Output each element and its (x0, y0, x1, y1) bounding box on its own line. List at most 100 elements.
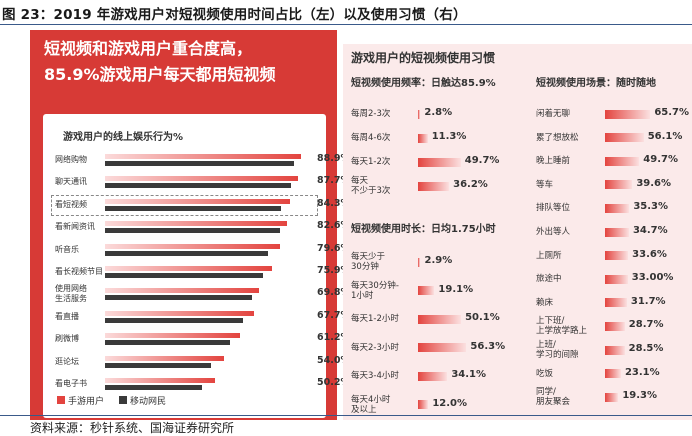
category-label: 每天3-4小时 (351, 371, 399, 381)
value-bar (418, 286, 435, 295)
value-bar (418, 109, 421, 119)
data-label: 75.9% (317, 265, 350, 276)
category-label: 使用网络 生活服务 (55, 284, 87, 304)
right-panel-title: 游戏用户的短视频使用习惯 (351, 51, 496, 65)
category-label: 看新闻资讯 (55, 222, 95, 232)
category-label: 每天1-2小时 (351, 314, 399, 324)
category-label: 吃饭 (536, 368, 554, 379)
bar-mobile-game-user (105, 310, 254, 316)
data-label: 49.7% (643, 154, 678, 166)
left-headline: 短视频和游戏用户重合度高， 85.9%游戏用户每天都用短视频 (44, 36, 276, 88)
value-bar (605, 274, 628, 284)
category-label: 等车 (536, 179, 554, 190)
data-label: 67.7% (317, 309, 350, 321)
category-label: 看长视频节目 (55, 267, 103, 276)
data-label: 88.9% (317, 153, 350, 164)
source-note: 资料来源：秒针系统、国海证券研究所 (30, 421, 235, 435)
data-label: 65.7% (654, 107, 690, 118)
data-label: 19.1% (438, 283, 474, 295)
category-label: 每天30分钟- 1小时 (351, 280, 399, 301)
duration-section-title: 短视频使用时长：日均1.75小时 (351, 224, 496, 235)
bar-mobile-netizen (105, 161, 295, 166)
left-panel: 短视频和游戏用户重合度高， 85.9%游戏用户每天都用短视频 游戏用户的线上娱乐… (30, 30, 350, 420)
value-bar (418, 133, 428, 143)
data-label: 23.1% (624, 366, 660, 378)
category-label: 看电子书 (55, 379, 87, 388)
value-bar (605, 369, 621, 379)
data-label: 49.7% (464, 155, 500, 166)
freq-section-title: 短视频使用频率：日触达85.9% (351, 78, 496, 89)
bar-mobile-game-user (105, 176, 298, 182)
source-rule (0, 415, 692, 416)
legend-swatch-mobile (119, 396, 127, 404)
bar-mobile-netizen (105, 205, 281, 211)
bar-mobile-netizen (105, 273, 264, 278)
value-bar (418, 257, 421, 267)
category-label: 累了想放松 (536, 132, 579, 143)
category-label: 网络购物 (55, 155, 87, 164)
value-bar (605, 392, 619, 402)
data-label: 35.3% (633, 201, 669, 213)
data-label: 33.00% (631, 272, 674, 284)
data-label: 36.2% (453, 179, 488, 190)
scene-section-title: 短视频使用场景：随时随地 (536, 78, 656, 89)
data-label: 39.6% (636, 177, 672, 189)
bar-mobile-netizen (105, 183, 291, 189)
data-label: 19.3% (622, 390, 658, 402)
value-bar (605, 345, 625, 355)
category-label: 排队等位 (536, 203, 571, 214)
bar-mobile-game-user (105, 198, 291, 204)
value-bar (418, 371, 448, 381)
right-panel: 游戏用户的短视频使用习惯 短视频使用频率：日触达85.9% 短视频使用时长：日均… (343, 44, 692, 420)
category-label: 每周4-6次 (351, 133, 391, 143)
bar-mobile-netizen (105, 250, 268, 256)
value-bar (605, 203, 630, 213)
value-bar (605, 227, 629, 237)
category-label: 同学/朋友聚会 (536, 387, 571, 408)
data-label: 56.3% (470, 340, 506, 352)
data-label: 12.0% (432, 397, 468, 409)
data-label: 34.1% (451, 369, 487, 380)
category-label: 看直播 (55, 311, 79, 321)
data-label: 2.9% (424, 255, 453, 266)
value-bar (418, 181, 450, 191)
value-bar (418, 314, 462, 324)
category-label: 每天4小时 及以上 (351, 394, 391, 415)
data-label: 28.5% (628, 343, 664, 354)
value-bar (418, 343, 467, 352)
value-bar (605, 133, 644, 143)
data-label: 84.3% (317, 197, 350, 209)
category-label: 上下班/上学放学路上 (536, 316, 588, 337)
category-label: 闲着无聊 (536, 109, 571, 119)
category-label: 旅途中 (536, 274, 562, 285)
bar-mobile-game-user (105, 266, 272, 271)
legend-label: 手游用户 (68, 397, 105, 407)
highlight-box (51, 194, 318, 216)
bar-mobile-netizen (105, 362, 211, 368)
value-bar (605, 109, 651, 119)
data-label: 2.8% (424, 107, 453, 118)
category-label: 每天2-3小时 (351, 342, 399, 353)
data-label: 50.2% (317, 377, 350, 388)
value-bar (418, 157, 461, 167)
left-chart-title: 游戏用户的线上娱乐行为% (63, 132, 184, 143)
category-label: 每天1-2次 (351, 157, 391, 167)
bar-mobile-netizen (105, 385, 202, 390)
bar-mobile-game-user (105, 154, 301, 159)
category-label: 看短视频 (55, 199, 87, 209)
data-label: 50.1% (465, 312, 500, 323)
bar-mobile-netizen (105, 295, 253, 301)
category-label: 聊天通讯 (55, 177, 87, 187)
category-label: 外出等人 (536, 227, 571, 237)
legend-swatch-hand (57, 396, 65, 404)
bar-mobile-game-user (105, 333, 240, 339)
legend-label: 移动网民 (130, 397, 167, 407)
bar-mobile-netizen (105, 340, 231, 346)
category-label: 听音乐 (55, 244, 79, 254)
value-bar (605, 251, 629, 261)
data-label: 28.7% (628, 319, 664, 331)
category-label: 上厕所 (536, 250, 562, 261)
data-label: 33.6% (632, 248, 667, 260)
category-label: 赖床 (536, 297, 554, 308)
bar-mobile-game-user (105, 243, 281, 249)
